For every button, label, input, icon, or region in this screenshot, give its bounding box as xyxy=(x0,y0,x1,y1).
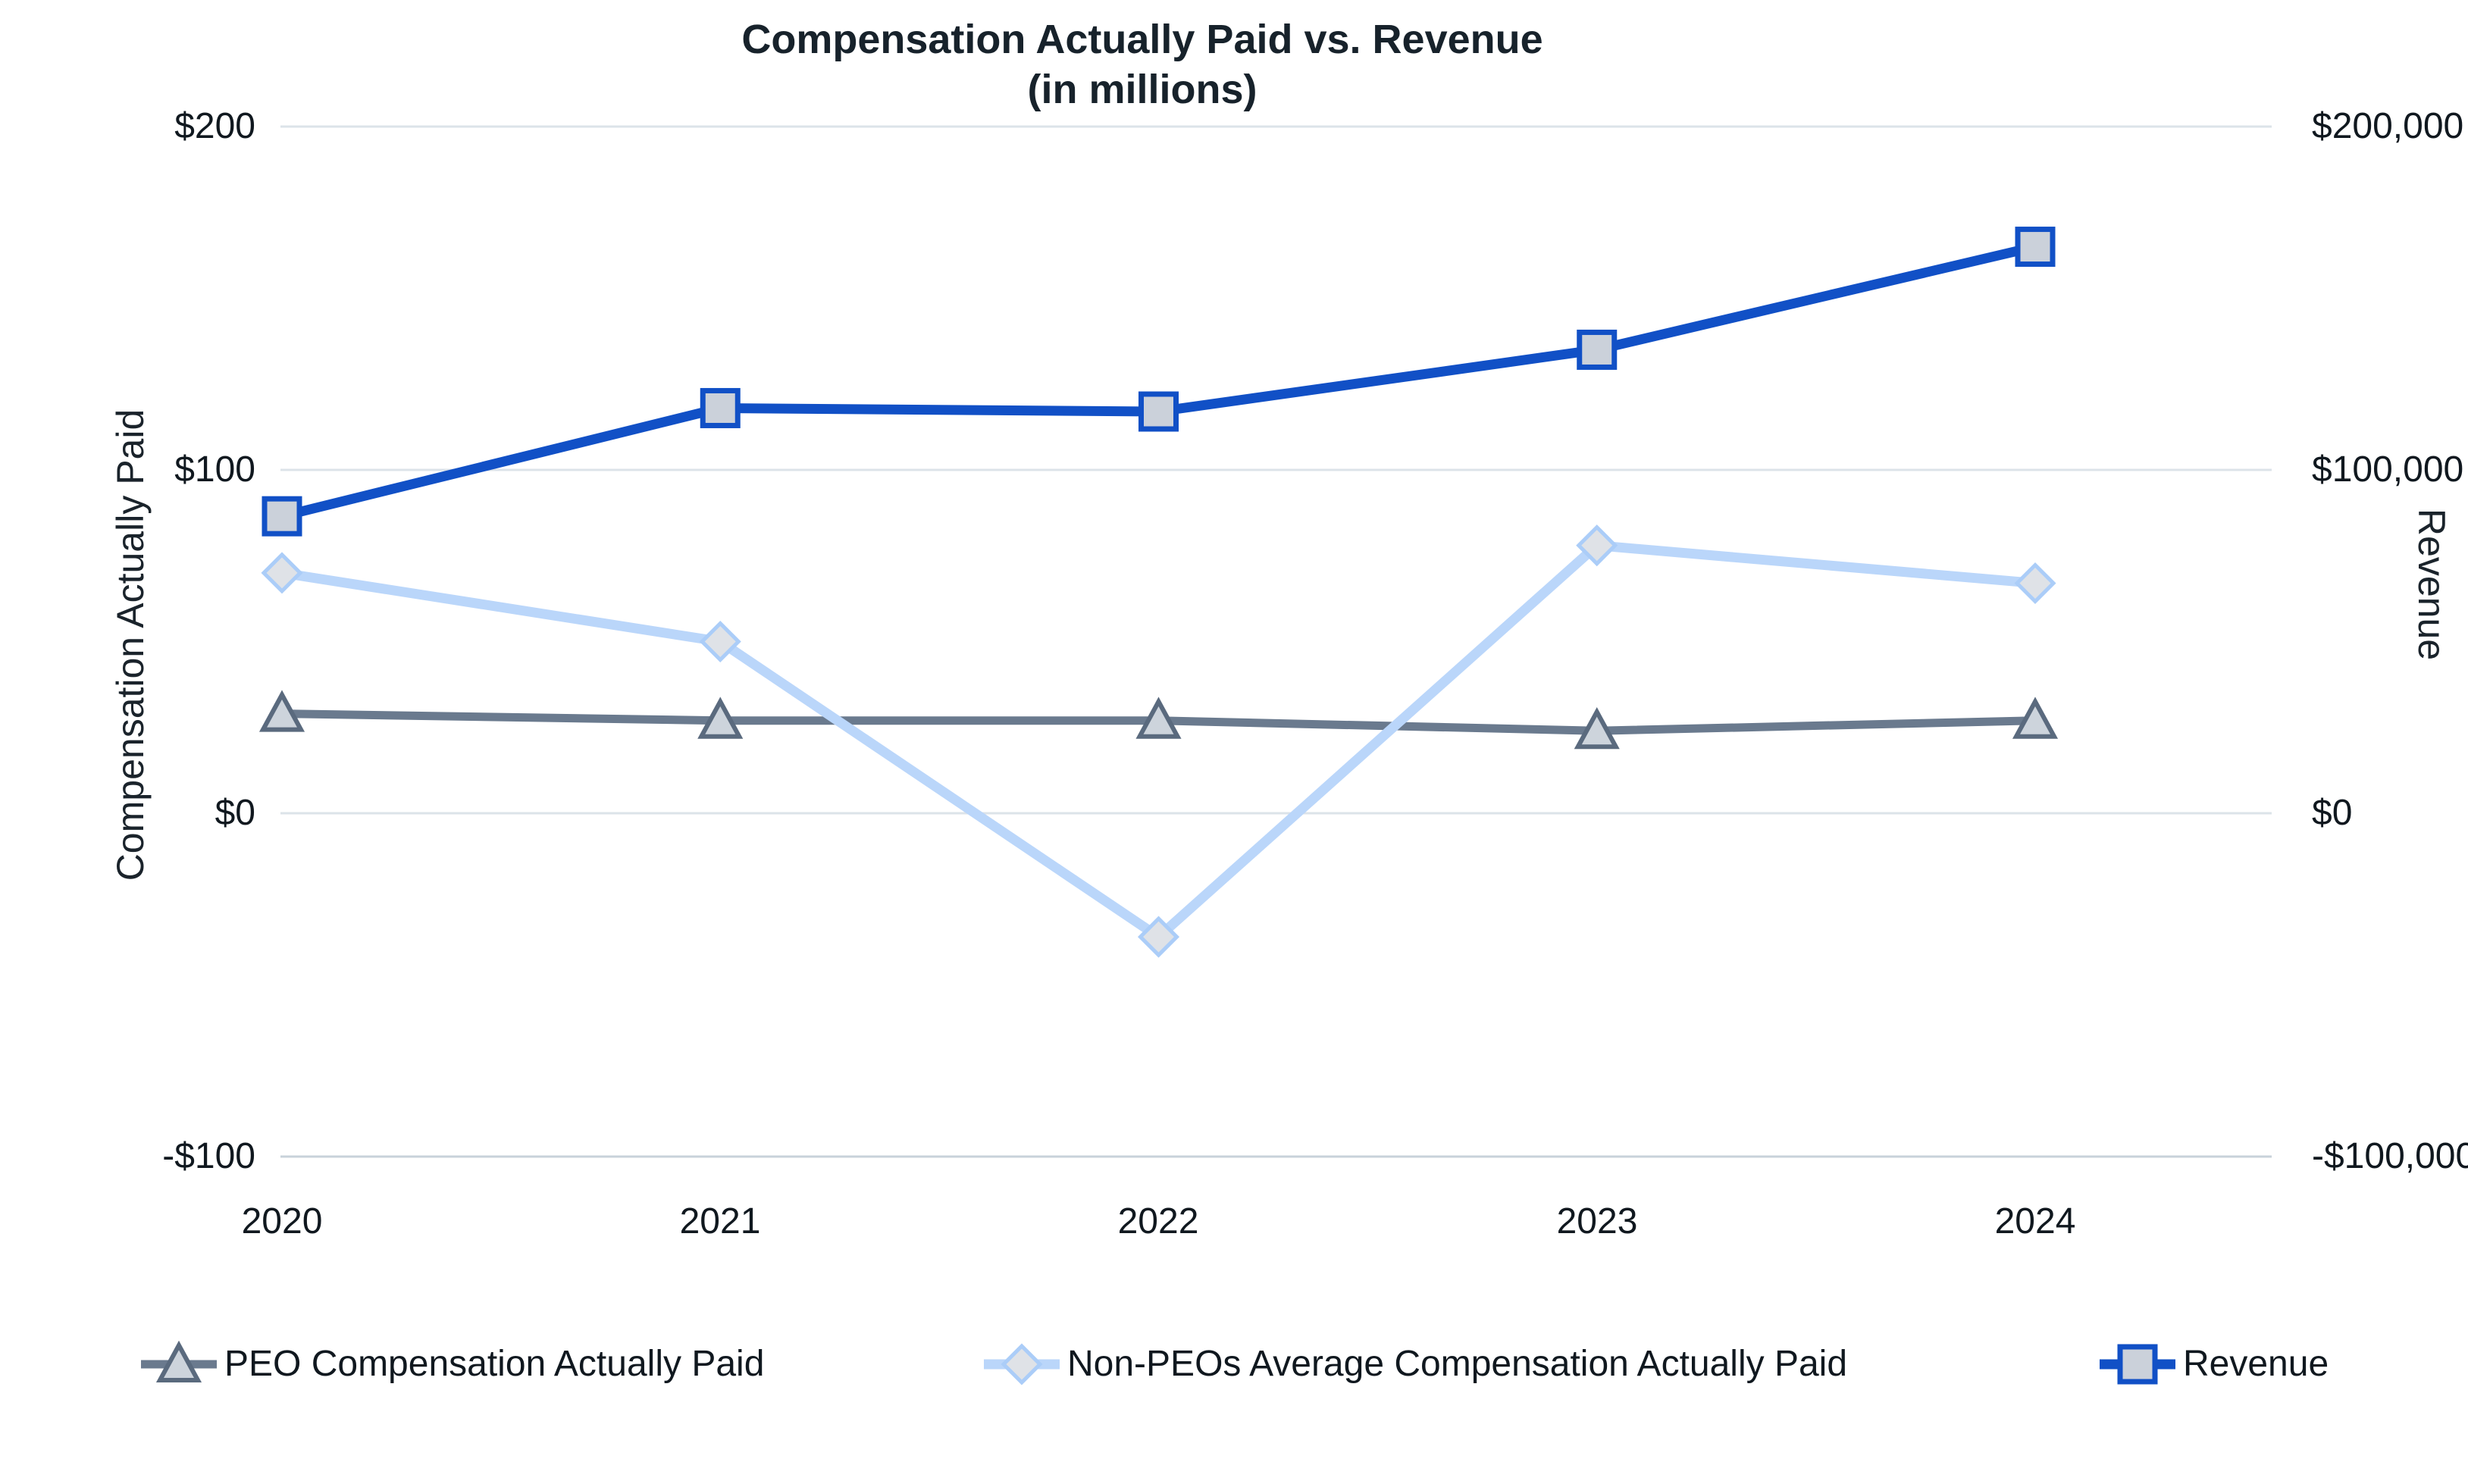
legend-symbol-peo-cap xyxy=(155,1340,202,1382)
right-axis-tick-200000: $200,000 xyxy=(2312,106,2464,146)
right-axis-tick-100000: $100,000 xyxy=(2312,449,2464,490)
marker-non-peo-cap-2024 xyxy=(2014,562,2056,605)
legend-label-non-peo-cap: Non-PEOs Average Compensation Actually P… xyxy=(1067,1344,1848,1384)
marker-peo-cap-2024 xyxy=(2012,697,2059,739)
series-line-revenue xyxy=(277,242,2040,521)
legend-label-revenue: Revenue xyxy=(2183,1344,2329,1384)
x-axis-label-2021: 2021 xyxy=(679,1201,761,1241)
chart-title: Compensation Actually Paid vs. Revenue xyxy=(741,17,1543,62)
marker-revenue-2024 xyxy=(2015,227,2056,268)
series-line-non-peo-cap xyxy=(277,540,2040,942)
marker-non-peo-cap-2023 xyxy=(1576,524,1618,567)
marker-revenue-2023 xyxy=(1577,329,1618,370)
marker-peo-cap-2021 xyxy=(697,697,744,739)
marker-non-peo-cap-2022 xyxy=(1137,916,1180,958)
legend-label-peo-cap: PEO Compensation Actually Paid xyxy=(224,1344,765,1384)
legend-marker-peo-cap xyxy=(141,1340,217,1382)
marker-non-peo-cap-2021 xyxy=(699,620,741,663)
legend-symbol-non-peo-cap xyxy=(1001,1343,1043,1385)
x-axis-label-2024: 2024 xyxy=(1994,1201,2076,1241)
marker-peo-cap-2020 xyxy=(258,690,305,732)
marker-non-peo-cap-2020 xyxy=(261,552,303,594)
left-axis-tick-0: $0 xyxy=(215,793,255,833)
x-axis-label-2020: 2020 xyxy=(241,1201,323,1241)
marker-revenue-2021 xyxy=(700,387,741,428)
right-axis-tick-neg100000: -$100,000 xyxy=(2312,1136,2468,1176)
marker-peo-cap-2022 xyxy=(1135,697,1182,739)
left-axis-tick-200: $200 xyxy=(174,106,255,146)
legend-symbol-revenue xyxy=(2117,1344,2158,1385)
x-axis-label-2023: 2023 xyxy=(1556,1201,1638,1241)
chart-subtitle: (in millions) xyxy=(1027,67,1257,112)
legend-marker-revenue xyxy=(2100,1344,2175,1385)
x-axis-label-2022: 2022 xyxy=(1117,1201,1199,1241)
marker-revenue-2022 xyxy=(1138,391,1179,432)
marker-revenue-2020 xyxy=(262,496,302,537)
left-axis-tick-neg100: -$100 xyxy=(162,1136,255,1176)
legend-marker-non-peo-cap xyxy=(984,1343,1060,1385)
marker-peo-cap-2023 xyxy=(1574,706,1620,750)
left-axis-tick-100: $100 xyxy=(174,449,255,490)
right-axis-tick-0: $0 xyxy=(2312,793,2353,833)
